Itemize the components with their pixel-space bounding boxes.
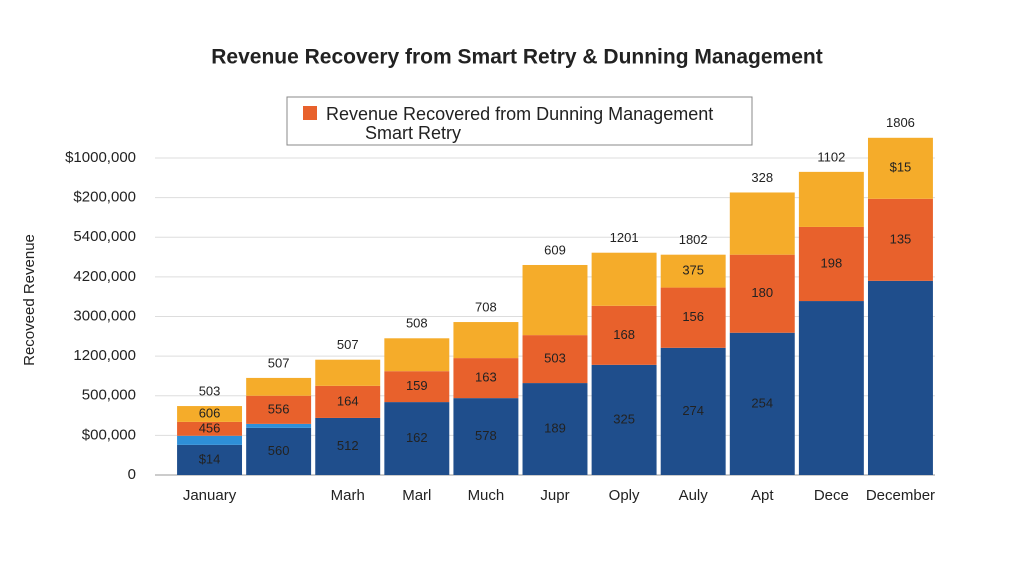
data-label: 274 <box>682 403 704 418</box>
bar-segment <box>729 332 795 475</box>
bar-segment <box>591 305 657 365</box>
bar-segment <box>453 398 519 475</box>
total-label: 1102 <box>817 149 845 164</box>
bar-segment <box>246 427 312 475</box>
y-tick-label: $00,000 <box>82 426 136 443</box>
data-label: $14 <box>199 451 221 466</box>
total-label: 708 <box>475 299 497 314</box>
bar-segment <box>177 421 243 436</box>
data-label: 189 <box>544 420 566 435</box>
bar-segment <box>591 252 657 306</box>
data-label: 163 <box>475 370 497 385</box>
bar-segment <box>798 226 864 302</box>
x-tick-label: Dece <box>814 487 849 504</box>
bar-segment <box>522 383 588 475</box>
x-tick-label: Much <box>468 487 505 504</box>
data-label: 254 <box>751 395 773 410</box>
x-tick-label: December <box>866 487 935 504</box>
x-tick-label: Oply <box>609 487 640 504</box>
bar-segment <box>522 264 588 336</box>
data-label: $15 <box>890 160 912 175</box>
bar-segment <box>660 254 726 288</box>
bar-segment <box>246 423 312 428</box>
bar-segment <box>453 358 519 399</box>
bar-segment <box>798 171 864 227</box>
total-label: 503 <box>199 383 221 398</box>
data-label: 325 <box>613 411 635 426</box>
y-tick-label: 3000,000 <box>73 307 136 324</box>
bar-segment <box>246 395 312 424</box>
bar-segment <box>867 137 933 199</box>
x-tick-label: Marh <box>331 487 365 504</box>
legend-label: Revenue Recovered from Dunning Managemen… <box>326 104 713 124</box>
data-label: 375 <box>682 263 704 278</box>
bar-segment <box>729 254 795 333</box>
data-label: 512 <box>337 438 359 453</box>
data-label: 503 <box>544 351 566 366</box>
bar-segment <box>660 287 726 348</box>
bar-segment <box>384 371 450 403</box>
bar-segment <box>315 359 381 386</box>
y-tick-label: $1000,000 <box>65 149 136 166</box>
bar-segment <box>246 377 312 396</box>
x-tick-label: Apt <box>751 487 774 504</box>
bar-segment <box>867 280 933 475</box>
total-label: 609 <box>544 242 566 257</box>
total-label: 507 <box>337 337 359 352</box>
bar-segment <box>798 301 864 475</box>
data-label: 159 <box>406 378 428 393</box>
data-label: 168 <box>613 327 635 342</box>
data-label: 560 <box>268 443 290 458</box>
y-tick-label: 1200,000 <box>73 347 136 364</box>
legend-label: Smart Retry <box>365 123 461 143</box>
y-axis-label: Recoveed Revenue <box>21 234 38 366</box>
bar-segment <box>177 435 243 445</box>
data-label: 180 <box>751 285 773 300</box>
data-label: 164 <box>337 393 359 408</box>
x-tick-label: Auly <box>679 487 709 504</box>
total-label: 507 <box>268 355 290 370</box>
y-tick-label: 5400,000 <box>73 228 136 245</box>
bar-segment <box>867 198 933 281</box>
total-label: 1201 <box>610 230 639 245</box>
bar-segment <box>453 322 519 359</box>
total-label: 508 <box>406 316 428 331</box>
x-tick-label: Marl <box>402 487 431 504</box>
data-label: 162 <box>406 430 428 445</box>
bar-segment <box>660 347 726 475</box>
data-label: 156 <box>682 309 704 324</box>
x-tick-label: January <box>183 487 237 504</box>
total-label: 1806 <box>886 115 915 130</box>
y-tick-label: 4200,000 <box>73 268 136 285</box>
bar-segment <box>177 406 243 422</box>
data-label: 198 <box>821 255 843 270</box>
x-tick-label: Jupr <box>540 487 569 504</box>
data-label: 456 <box>199 420 221 435</box>
bar-segment <box>177 444 243 475</box>
y-tick-label: 0 <box>128 466 136 483</box>
bar-segment <box>729 192 795 255</box>
bar-segment <box>591 364 657 475</box>
chart-title: Revenue Recovery from Smart Retry & Dunn… <box>211 46 822 69</box>
data-label: 578 <box>475 428 497 443</box>
total-label: 1802 <box>679 232 708 247</box>
legend-marker <box>303 106 317 120</box>
y-tick-label: 500,000 <box>82 387 136 404</box>
bar-segment <box>522 335 588 384</box>
data-label: 135 <box>890 231 912 246</box>
data-label: 556 <box>268 401 290 416</box>
total-label: 328 <box>751 170 773 185</box>
bar-segment <box>315 385 381 418</box>
data-label: 606 <box>199 405 221 420</box>
bar-segment <box>315 417 381 475</box>
legend-box <box>286 96 753 146</box>
y-tick-label: $200,000 <box>73 189 136 206</box>
bar-segment <box>384 402 450 475</box>
bar-segment <box>384 338 450 372</box>
